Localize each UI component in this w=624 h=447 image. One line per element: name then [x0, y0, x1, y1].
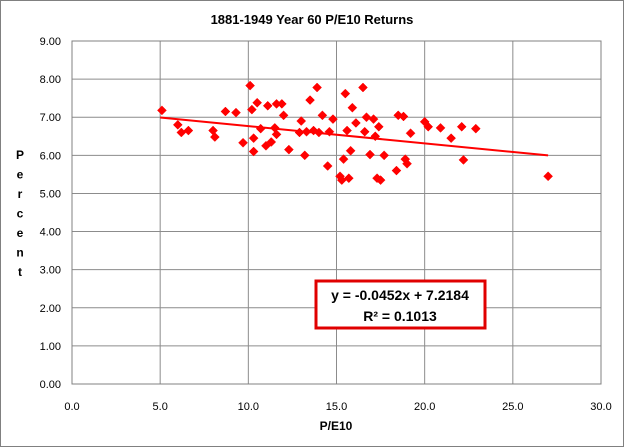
data-point — [266, 137, 277, 147]
y-tick-label: 5.00 — [40, 188, 61, 200]
data-point — [248, 146, 259, 157]
data-point — [342, 125, 352, 136]
gridlines — [71, 40, 602, 385]
x-tick-label: 15.0 — [326, 401, 347, 413]
data-point — [370, 131, 381, 142]
data-point — [358, 82, 368, 93]
data-point — [238, 137, 248, 148]
data-point — [220, 106, 231, 117]
data-point — [435, 123, 446, 133]
data-point — [456, 121, 467, 132]
data-point — [345, 145, 356, 156]
data-point — [359, 126, 370, 137]
data-point — [245, 80, 255, 91]
data-point — [446, 133, 456, 144]
x-tick-label: 10.0 — [238, 401, 259, 413]
x-tick-label: 20.0 — [414, 401, 435, 413]
y-tick-label: 4.00 — [40, 227, 61, 239]
data-point — [543, 171, 553, 182]
data-point — [305, 95, 315, 105]
plot-area-border — [71, 40, 602, 385]
data-point — [252, 97, 263, 108]
equation-box: y = -0.0452x + 7.2184 R² = 0.1013 — [314, 279, 487, 330]
data-point — [470, 123, 481, 134]
data-point — [458, 155, 469, 165]
data-point — [248, 133, 259, 144]
data-point — [247, 104, 257, 115]
equation-box-border — [314, 279, 487, 330]
data-point — [299, 150, 310, 161]
x-tick-label: 5.0 — [153, 401, 168, 413]
data-point — [338, 154, 349, 164]
data-point — [172, 119, 183, 130]
data-point — [343, 173, 354, 184]
data-point — [351, 118, 361, 128]
data-point — [365, 149, 375, 160]
y-tick-labels: 0.00 1.00 2.00 3.00 4.00 5.00 6.00 7.00 8.00 9.00 — [40, 36, 61, 391]
data-point — [373, 121, 384, 132]
data-point — [276, 99, 287, 109]
data-point — [379, 150, 389, 161]
x-axis-title: P/E10 — [320, 419, 353, 433]
y-tick-label: 7.00 — [40, 112, 61, 124]
data-point — [209, 132, 220, 142]
data-point — [296, 116, 307, 126]
data-point — [375, 175, 386, 185]
y-tick-label: 0.00 — [40, 379, 61, 391]
x-tick-labels: 0.0 5.0 10.0 15.0 20.0 25.0 30.0 — [64, 401, 611, 413]
data-point — [368, 114, 379, 124]
data-point — [402, 158, 412, 169]
y-tick-label: 6.00 — [40, 150, 61, 162]
data-point — [398, 111, 409, 122]
data-point — [284, 144, 294, 155]
y-tick-label: 8.00 — [40, 74, 61, 86]
x-tick-label: 25.0 — [502, 401, 523, 413]
data-point — [255, 123, 266, 134]
data-point — [391, 165, 402, 176]
data-point — [423, 121, 434, 132]
data-point — [183, 125, 194, 136]
x-tick-label: 0.0 — [64, 401, 79, 413]
data-point — [278, 110, 289, 121]
x-tick-label: 30.0 — [590, 401, 611, 413]
data-point — [157, 105, 167, 116]
chart-title: 1881-1949 Year 60 P/E10 Returns — [211, 12, 414, 27]
trendline — [160, 116, 549, 157]
y-tick-label: 3.00 — [40, 265, 61, 277]
data-point — [328, 114, 338, 124]
data-point — [301, 126, 312, 137]
data-point — [312, 82, 322, 93]
y-tick-label: 9.00 — [40, 36, 61, 48]
data-point — [317, 110, 328, 121]
data-point — [347, 102, 358, 113]
data-points — [157, 80, 553, 185]
data-point — [314, 127, 324, 138]
data-point — [262, 100, 273, 111]
data-point — [340, 88, 351, 99]
r-squared: R² = 0.1013 — [363, 308, 437, 324]
trendline-equation: y = -0.0452x + 7.2184 — [331, 287, 469, 303]
data-point — [361, 112, 372, 123]
data-point — [231, 107, 241, 118]
data-point — [324, 126, 335, 137]
y-tick-label: 2.00 — [40, 303, 61, 315]
data-point — [322, 161, 333, 171]
y-tick-label: 1.00 — [40, 341, 61, 353]
data-point — [271, 129, 282, 140]
data-point — [405, 128, 416, 139]
